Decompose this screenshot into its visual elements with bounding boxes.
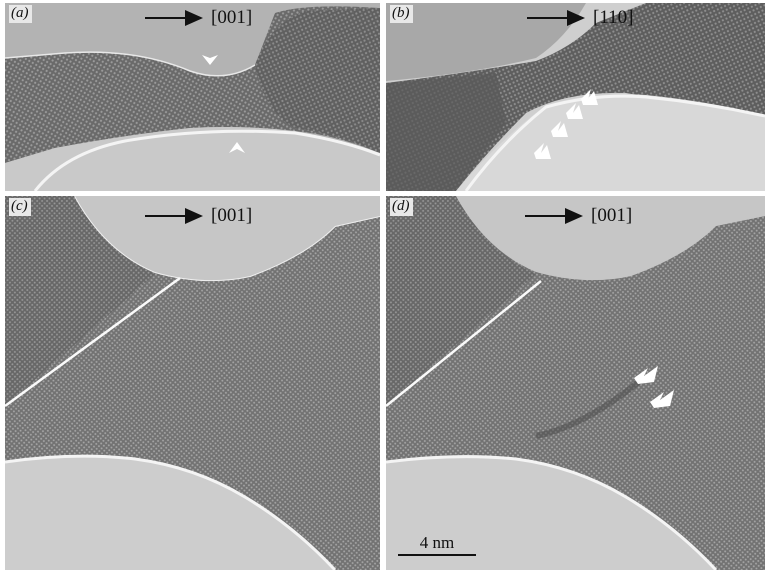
scale-bar-line: [398, 554, 476, 556]
arrowhead-icon: [229, 142, 245, 153]
panel-label-c: (c): [9, 198, 31, 216]
panel-label-a: (a): [9, 5, 32, 23]
tem-image-c: [5, 196, 380, 570]
tem-image-a: [5, 3, 380, 191]
direction-label-b: [110]: [593, 7, 634, 28]
tem-image-b: [386, 3, 765, 191]
direction-label-c: [001]: [211, 205, 253, 226]
direction-arrow-icon: [527, 10, 585, 26]
direction-arrow-icon: [145, 208, 203, 224]
tem-image-d: [386, 196, 765, 570]
panel-label-b: (b): [390, 5, 413, 23]
direction-label-d: [001]: [591, 205, 633, 226]
arrowhead-icon: [634, 366, 674, 408]
panel-b: (b) [110]: [386, 3, 765, 191]
scale-bar: 4 nm: [398, 534, 476, 556]
panel-a: (a) [001]: [5, 3, 380, 191]
panel-d: (d) [001] 4 nm: [386, 196, 765, 570]
arrowhead-icon: [534, 89, 598, 159]
scale-bar-label: 4 nm: [419, 533, 455, 552]
panel-label-d: (d): [390, 198, 413, 216]
direction-arrow-icon: [145, 10, 203, 26]
direction-arrow-icon: [525, 208, 583, 224]
panel-c: (c) [001]: [5, 196, 380, 570]
arrowhead-icon: [202, 55, 218, 65]
direction-label-a: [001]: [211, 7, 253, 28]
